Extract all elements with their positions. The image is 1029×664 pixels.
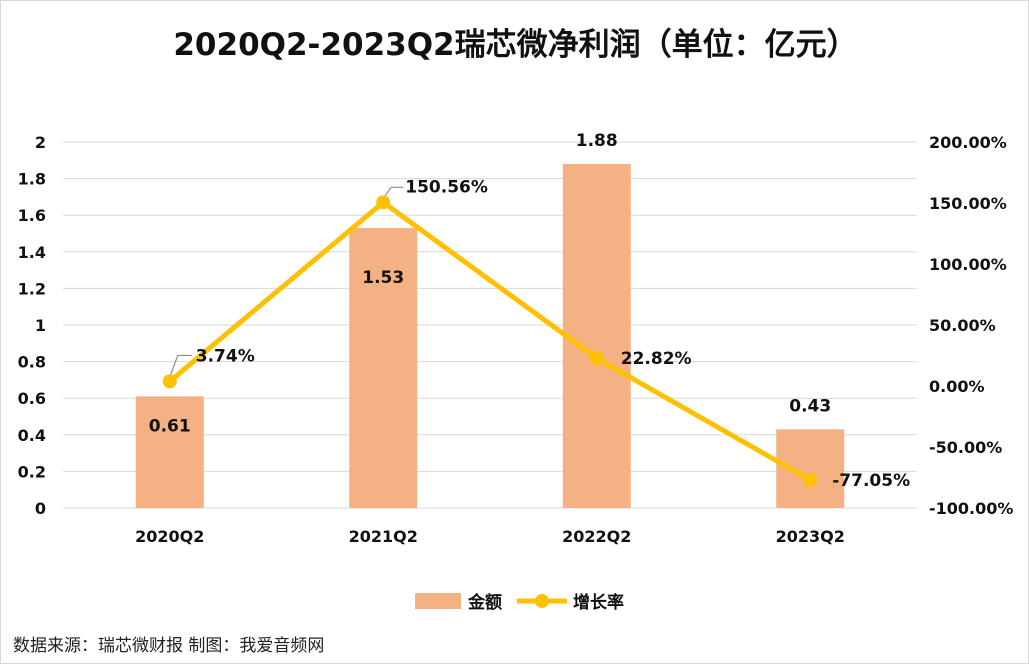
category-label: 2023Q2 <box>776 527 845 546</box>
bar-data-label: 1.53 <box>362 268 404 288</box>
left-axis-tick-label: 0.8 <box>18 353 46 372</box>
data-label-leader <box>382 186 404 199</box>
chart-title: 2020Q2-2023Q2瑞芯微净利润（单位：亿元） <box>173 27 858 63</box>
legend-swatch-marker <box>535 594 549 608</box>
data-label-leader <box>169 354 192 378</box>
right-axis-tick-label: -50.00% <box>929 438 1002 457</box>
bar <box>135 396 204 508</box>
bar-data-label: 0.61 <box>149 416 191 436</box>
line-data-label: -77.05% <box>832 471 910 491</box>
bar <box>562 163 631 508</box>
left-axis-tick-label: 0.2 <box>18 462 46 481</box>
chart-svg: 0 0.2 0.4 0.6 0.8 1 1.2 1.4 1.6 1.8 2 -100.00% -50.0… <box>18 131 1014 613</box>
legend-label-line: 增长率 <box>573 592 624 613</box>
category-label: 2020Q2 <box>135 527 204 546</box>
left-axis-tick-label: 0.4 <box>18 426 46 445</box>
right-axis-tick-label: -100.00% <box>929 499 1013 518</box>
category-label: 2022Q2 <box>562 527 631 546</box>
line-point <box>589 351 604 366</box>
left-axis-tick-label: 0 <box>35 499 46 518</box>
left-axis-tick-label: 1.2 <box>18 279 46 298</box>
line-data-label: 150.56% <box>405 177 488 197</box>
right-axis-tick-label: 100.00% <box>929 255 1007 274</box>
right-axis-tick-label: 200.00% <box>929 133 1007 152</box>
legend-swatch-bar <box>415 593 461 609</box>
legend-label-bar: 金额 <box>467 592 502 613</box>
line-data-label: 3.74% <box>196 346 255 366</box>
category-label: 2021Q2 <box>349 527 418 546</box>
bar <box>349 228 418 508</box>
bar-data-label: 1.88 <box>576 131 618 151</box>
left-axis-tick-label: 1.4 <box>18 243 46 262</box>
right-axis-tick-label: 150.00% <box>929 194 1007 213</box>
source-note: 数据来源：瑞芯微财报 制图：我爱音频网 <box>13 636 325 656</box>
left-axis-tick-label: 1.6 <box>18 206 46 225</box>
growth-rate-line <box>168 199 812 483</box>
line-point <box>162 374 177 389</box>
left-axis-tick-label: 1 <box>35 316 46 335</box>
left-axis-tick-label: 2 <box>35 133 46 152</box>
right-axis-tick-label: 50.00% <box>929 316 996 335</box>
line-data-label: 22.82% <box>621 349 692 369</box>
bar-data-label: 0.43 <box>789 396 831 416</box>
left-axis-tick-label: 0.6 <box>18 389 46 408</box>
left-axis-tick-label: 1.8 <box>18 170 46 189</box>
line-point <box>803 473 818 488</box>
right-axis-tick-label: 0.00% <box>929 377 985 396</box>
line-point <box>376 195 391 210</box>
